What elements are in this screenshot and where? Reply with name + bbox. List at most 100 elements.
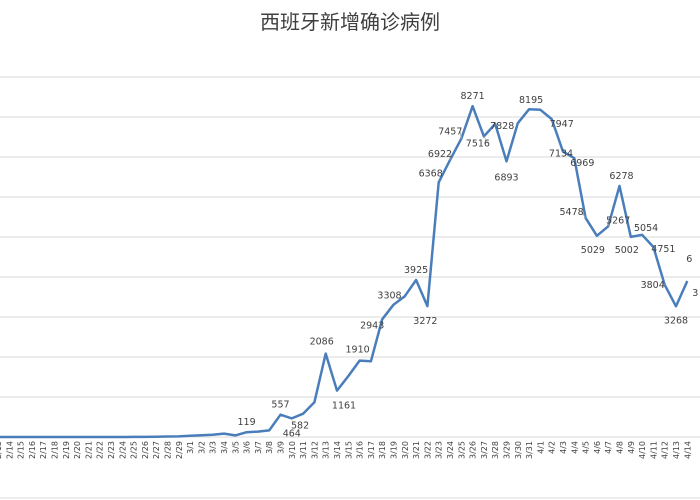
x-tick-label: 3/20	[401, 441, 410, 459]
x-tick-label: 4/7	[604, 441, 613, 454]
x-tick-label: 2/20	[73, 441, 82, 459]
x-tick-label: 2/29	[175, 441, 184, 459]
series-line	[0, 104, 689, 439]
data-label: 6278	[609, 171, 633, 182]
x-tick-label: 3/7	[254, 441, 263, 454]
data-label: 5267	[606, 215, 630, 226]
x-tick-label: 3/1	[186, 441, 195, 454]
label-leader	[483, 136, 489, 144]
x-tick-label: 2/17	[39, 441, 48, 459]
data-label: 6368	[419, 168, 443, 179]
x-tick-label: 2/22	[96, 441, 105, 459]
x-tick-label: 2/16	[28, 441, 37, 459]
x-tick-label: 2/14	[5, 441, 14, 459]
data-label: 557	[271, 400, 289, 411]
x-tick-label: 2/25	[130, 441, 139, 459]
x-tick-label: 4/6	[593, 441, 602, 454]
x-tick-label: 3/19	[390, 441, 399, 459]
x-tick-label: 3/15	[344, 441, 353, 459]
data-label: 2086	[310, 337, 334, 348]
x-tick-label: 4/11	[649, 441, 658, 459]
x-tick-label: 4/4	[570, 441, 579, 454]
x-tick-label: 3/21	[412, 441, 421, 459]
data-label: 6969	[570, 158, 594, 169]
data-label: 464	[283, 428, 301, 439]
data-label: 6893	[494, 172, 518, 183]
data-label: 3804	[641, 280, 665, 291]
x-tick-label: 3/5	[231, 441, 240, 454]
x-tick-label: 3/29	[503, 441, 512, 459]
x-tick-label: 2/15	[17, 441, 26, 459]
x-tick-label: 3/16	[356, 441, 365, 459]
x-tick-label: 3/31	[525, 441, 534, 459]
data-label: 3272	[413, 316, 437, 327]
x-tick-label: 4/8	[616, 441, 625, 454]
data-label: 2943	[360, 320, 384, 331]
data-label: 7828	[490, 121, 514, 132]
x-tick-label: 4/5	[582, 441, 591, 454]
x-tick-label: 2/18	[51, 441, 60, 459]
data-label: 6	[686, 254, 692, 265]
data-label: 7134	[549, 149, 573, 160]
x-tick-label: 4/1	[536, 441, 545, 454]
x-tick-label: 3/6	[243, 441, 252, 454]
x-tick-label: 3/27	[480, 441, 489, 459]
data-label: 8271	[461, 91, 485, 102]
label-leader	[459, 131, 462, 139]
data-label: 8195	[519, 95, 543, 106]
x-tick-label: 4/2	[548, 441, 557, 454]
data-label: 582	[291, 421, 309, 432]
x-tick-label: 2/26	[141, 441, 150, 459]
x-tick-label: 3/17	[367, 441, 376, 459]
x-tick-label: 3/8	[265, 441, 274, 454]
data-label: 5478	[560, 207, 584, 218]
data-label: 7947	[550, 119, 574, 130]
x-tick-label: 3/22	[423, 441, 432, 459]
x-tick-label: 3/26	[469, 441, 478, 459]
x-tick-label: 3/23	[435, 441, 444, 459]
x-tick-label: 4/3	[559, 441, 568, 454]
x-tick-label: 3/2	[197, 441, 206, 454]
x-tick-label: 3/10	[288, 441, 297, 459]
x-tick-label: 3/25	[457, 441, 466, 459]
data-label: 7516	[466, 138, 490, 149]
data-label: 4751	[651, 244, 675, 255]
data-label: 1161	[332, 401, 356, 412]
data-label: 3925	[404, 265, 428, 276]
label-leader	[581, 211, 586, 219]
x-tick-label: 3/18	[378, 441, 387, 459]
data-label: 5029	[581, 245, 605, 256]
data-label: 3308	[377, 291, 401, 302]
x-tick-label: 2/13	[0, 441, 3, 459]
x-tick-label: 2/23	[107, 441, 116, 459]
data-label: 3268	[664, 315, 688, 326]
x-tick-label: 3/3	[209, 441, 218, 454]
data-label: 1910	[346, 345, 370, 356]
x-tick-label: 3/9	[277, 441, 286, 454]
data-label: 5054	[634, 223, 658, 234]
data-label: 6922	[428, 149, 452, 160]
data-label: 119	[238, 417, 256, 428]
chart-title: 西班牙新增确诊病例	[260, 10, 440, 34]
x-tick-label: 3/30	[514, 441, 523, 459]
x-tick-label: 2/21	[84, 441, 93, 459]
data-label: 3	[692, 288, 698, 299]
x-tick-label: 4/10	[638, 441, 647, 459]
x-tick-label: 2/24	[118, 441, 127, 459]
x-tick-label: 3/11	[299, 441, 308, 459]
x-tick-label: 3/14	[333, 441, 342, 459]
data-label: 7457	[438, 127, 462, 138]
x-tick-label: 2/28	[164, 441, 173, 459]
x-tick-label: 3/24	[446, 441, 455, 459]
x-tick-label: 4/12	[661, 441, 670, 459]
x-tick-label: 4/14	[683, 441, 692, 459]
x-tick-label: 4/9	[627, 441, 636, 454]
x-tick-label: 3/12	[310, 441, 319, 459]
x-tick-label: 2/27	[152, 441, 161, 459]
x-tick-label: 3/13	[322, 441, 331, 459]
x-tick-label: 4/13	[672, 441, 681, 459]
x-tick-label: 2/19	[62, 441, 71, 459]
data-label: 5002	[615, 245, 639, 256]
